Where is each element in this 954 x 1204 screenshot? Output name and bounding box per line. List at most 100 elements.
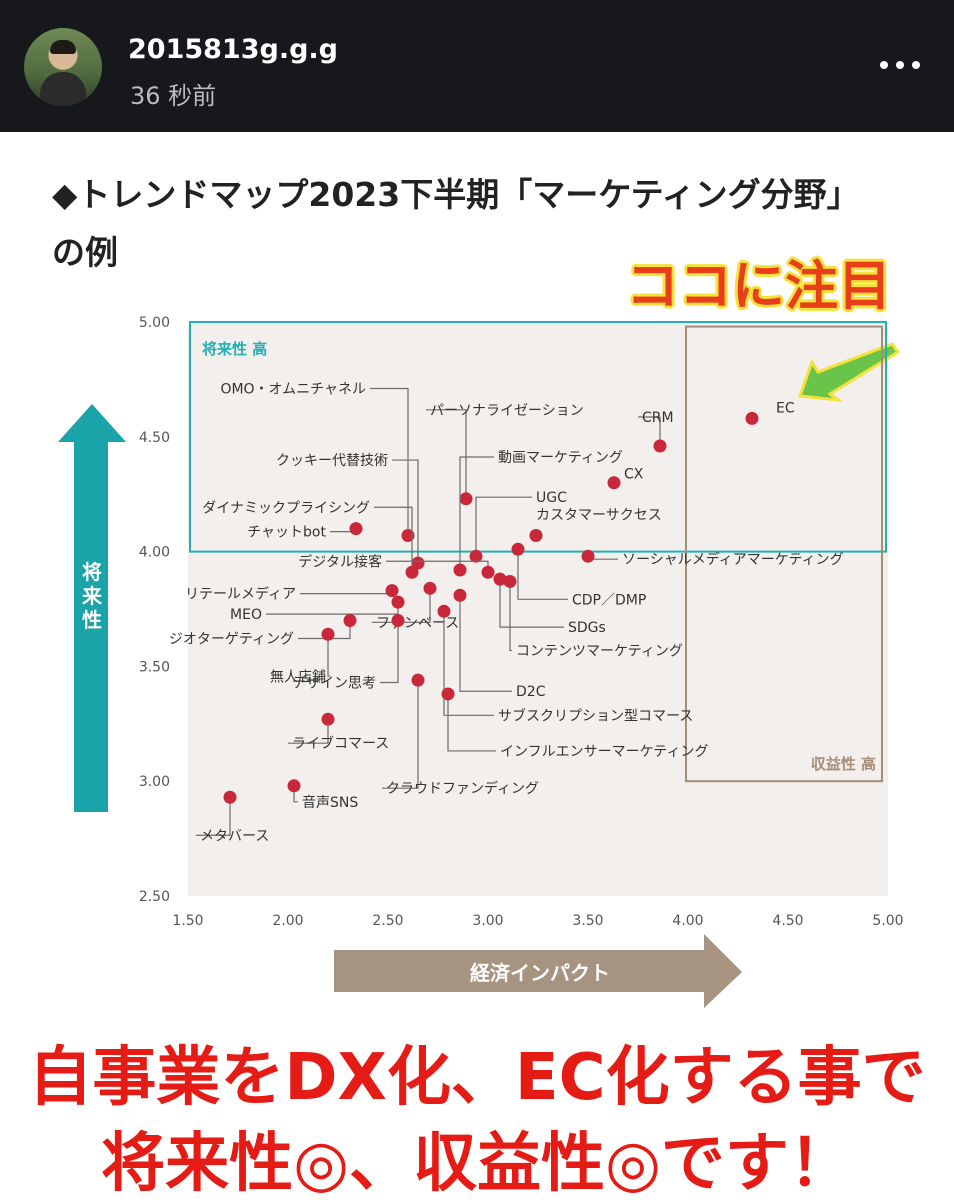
point-label: 音声SNS [302, 794, 358, 811]
data-point [493, 572, 507, 586]
leader-line [196, 797, 231, 836]
point-label: デジタル接客 [298, 553, 382, 570]
more-options-icon[interactable] [880, 58, 920, 72]
point-label: ライブコマース [292, 735, 389, 752]
leader-line [499, 579, 564, 628]
x-tick-label: 2.50 [372, 913, 403, 929]
data-point [287, 779, 301, 793]
data-point [343, 613, 357, 627]
point-label: ダイナミックプライシング [202, 500, 370, 516]
post-title: ◆トレンドマップ2023下半期「マーケティング分野」の例 [52, 175, 860, 272]
leader-line [288, 719, 329, 744]
leader-line [374, 506, 413, 573]
point-label: UGC [536, 490, 567, 506]
data-point [581, 549, 595, 563]
avatar-hair [50, 40, 76, 54]
data-point [437, 604, 451, 618]
leader-line [475, 496, 532, 557]
x-tick-label: 3.00 [472, 913, 503, 929]
data-point [423, 581, 437, 595]
leader-line [392, 459, 419, 564]
data-point [745, 411, 759, 425]
point-label: カスタマーサクセス [536, 508, 662, 524]
data-point [459, 492, 473, 506]
y-tick-label: 2.50 [139, 889, 170, 905]
leader-line [370, 387, 409, 536]
data-point [503, 574, 517, 588]
data-point [223, 790, 237, 804]
point-label: CRM [642, 410, 674, 426]
avatar[interactable] [24, 28, 102, 106]
overlay-text-line2: 将来性◎、収益性◎です！ [101, 1127, 853, 1201]
point-label: デザイン思考 [292, 674, 376, 691]
region-revenue-label: 収益性 高 [811, 755, 876, 773]
y-tick-label: 3.50 [139, 659, 170, 675]
x-tick-label: 3.50 [572, 913, 603, 929]
region-future-box [189, 321, 887, 553]
post-header: 2015813g.g.g 36 秒前 [0, 0, 954, 132]
point-label: チャットbot [247, 525, 326, 541]
leader-line [447, 693, 496, 752]
point-label: EC [776, 400, 795, 416]
point-label: クラウドファンディング [386, 780, 539, 797]
leader-line [327, 634, 330, 677]
y-axis-label: 将来性 [82, 560, 102, 632]
data-point [481, 565, 495, 579]
region-future-label: 将来性 高 [202, 340, 267, 358]
leader-line [372, 588, 431, 623]
point-label: OMO・オムニチャネル [220, 382, 366, 398]
point-label: メタバース [200, 828, 269, 844]
point-label: パーソナライゼーション [430, 403, 584, 419]
point-label: コンテンツマーケティング [516, 643, 683, 659]
point-label: CDP／DMP [572, 592, 646, 608]
x-axis-arrow [334, 934, 742, 1008]
point-label: CX [624, 467, 644, 483]
data-point [405, 565, 419, 579]
point-label: 動画マーケティング [498, 450, 623, 466]
region-revenue-box [685, 325, 883, 783]
leader-line [443, 611, 494, 716]
x-tick-label: 1.50 [172, 913, 203, 929]
point-label: 無人店舗 [270, 669, 326, 685]
point-label: ジオターゲティング [169, 631, 294, 647]
leader-line [459, 456, 494, 570]
point-label: D2C [516, 684, 546, 700]
y-tick-label: 3.00 [139, 774, 170, 790]
y-axis-arrow [58, 404, 126, 812]
point-label: サブスクリプション型コマース [498, 707, 693, 724]
leader-line [382, 680, 419, 789]
callout-text: ココに注目 [626, 256, 891, 317]
data-point [349, 522, 363, 536]
data-point [385, 584, 399, 598]
username[interactable]: 2015813g.g.g [128, 34, 339, 65]
point-label: インフルエンサーマーケティング [500, 744, 708, 760]
point-label: ファンベース [376, 615, 459, 631]
leader-line [459, 595, 512, 692]
x-axis-label: 経済インパクト [470, 961, 610, 985]
x-tick-label: 4.50 [772, 913, 803, 929]
data-point [411, 556, 425, 570]
data-point [607, 476, 621, 490]
plot-background [188, 322, 888, 896]
data-point [321, 627, 335, 641]
data-point [511, 542, 525, 556]
data-point [391, 613, 405, 627]
leader-line [426, 409, 467, 499]
y-tick-label: 4.50 [139, 430, 170, 446]
avatar-body [40, 72, 86, 106]
data-point [453, 588, 467, 602]
x-tick-label: 4.00 [672, 913, 703, 929]
point-label: ソーシャルメディアマーケティング [622, 551, 844, 568]
data-point [469, 549, 483, 563]
overlay-text-line1: 自事業をDX化、EC化する事で [28, 1041, 926, 1115]
data-point [321, 712, 335, 726]
x-tick-label: 5.00 [872, 913, 903, 929]
y-tick-label: 4.00 [139, 545, 170, 561]
point-label: MEO [230, 607, 262, 623]
point-label: SDGs [568, 620, 606, 636]
data-point [391, 595, 405, 609]
timestamp: 36 秒前 [130, 82, 217, 110]
leader-line [517, 549, 568, 600]
